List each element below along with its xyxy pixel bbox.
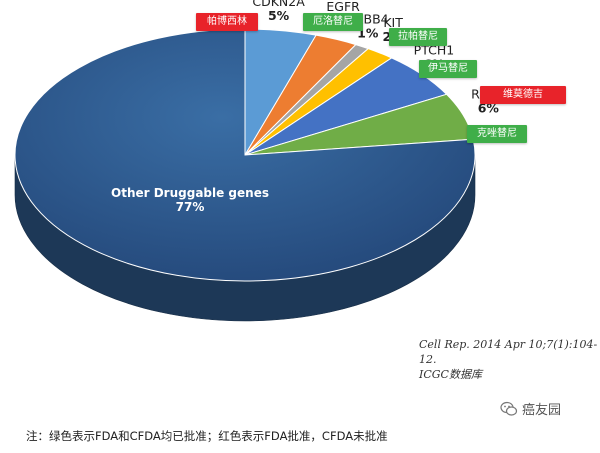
slice-label: PTCH1 (414, 43, 455, 58)
drug-tag-crizotinib: 克唑替尼 (467, 125, 527, 143)
pie-slice-other-druggable-genes (14, 28, 476, 282)
footnote: 注：绿色表示FDA和CFDA均已批准；红色表示FDA批准，CFDA未批准 (26, 429, 388, 443)
slice-label: EGFR (326, 0, 360, 14)
slice-label: KIT (383, 15, 403, 30)
citation-line-2: ICGC数据库 (419, 368, 482, 381)
drug-tag-vismodegib: 维莫德吉 (480, 86, 566, 104)
citation-line-1: Cell Rep. 2014 Apr 10;7(1):104-12. (419, 338, 598, 366)
slice-value: 77% (176, 200, 205, 214)
slice-label: Other Druggable genes (111, 186, 269, 200)
citation: Cell Rep. 2014 Apr 10;7(1):104-12. ICGC数… (419, 337, 600, 382)
slice-label: CDKN2A (252, 0, 305, 9)
drug-tag-palbociclib: 帕博西林 (196, 13, 258, 31)
drug-tag-imatinib: 伊马替尼 (419, 60, 477, 78)
wechat-icon (500, 401, 518, 416)
drug-tag-lapatinib: 拉帕替尼 (389, 28, 447, 46)
brand-name: 癌友园 (522, 403, 562, 418)
pie-top (14, 28, 476, 282)
brand-watermark: 癌友园 (500, 399, 561, 418)
slice-value: 6% (478, 101, 500, 116)
drug-tag-erlotinib: 厄洛替尼 (303, 13, 363, 31)
slice-value: 5% (268, 8, 290, 23)
